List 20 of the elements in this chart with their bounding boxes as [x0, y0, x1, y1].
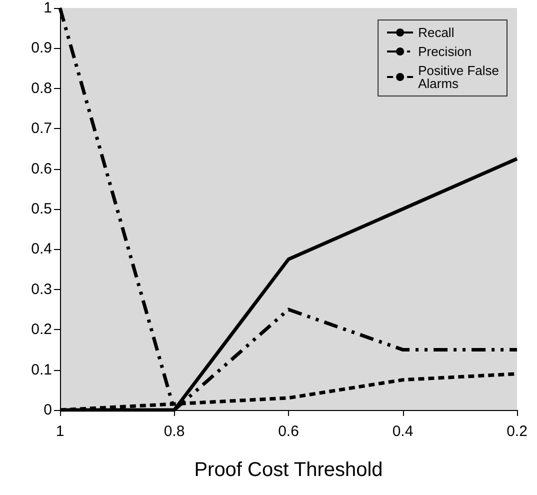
y-tick-label: 0.8	[31, 80, 52, 97]
y-tick-label: 0.5	[31, 200, 52, 218]
y-tick-label: 0.4	[31, 240, 52, 258]
x-tick-label: 1	[56, 423, 64, 440]
y-tick-label: 1	[44, 0, 52, 16]
y-tick-label: 0.7	[31, 120, 52, 138]
legend-label: Positive False Alarms	[418, 63, 499, 91]
y-tick-label: 0.1	[31, 361, 52, 378]
x-tick-label: 0.8	[164, 423, 185, 440]
x-tick-label: 0.6	[278, 423, 299, 440]
y-tick-label: 0.2	[31, 321, 52, 338]
x-axis-title: Proof Cost Threshold	[194, 459, 383, 481]
y-tick-label: 0	[44, 402, 52, 418]
y-tick-label: 0.6	[31, 160, 52, 178]
y-tick-label: 0.9	[31, 40, 52, 57]
y-tick-label: 0.3	[31, 280, 52, 298]
x-tick-label: 0.4	[392, 423, 414, 440]
legend-label: Precision	[418, 44, 472, 59]
x-tick-label: 0.2	[506, 423, 528, 440]
legend-label: Recall	[418, 25, 454, 40]
